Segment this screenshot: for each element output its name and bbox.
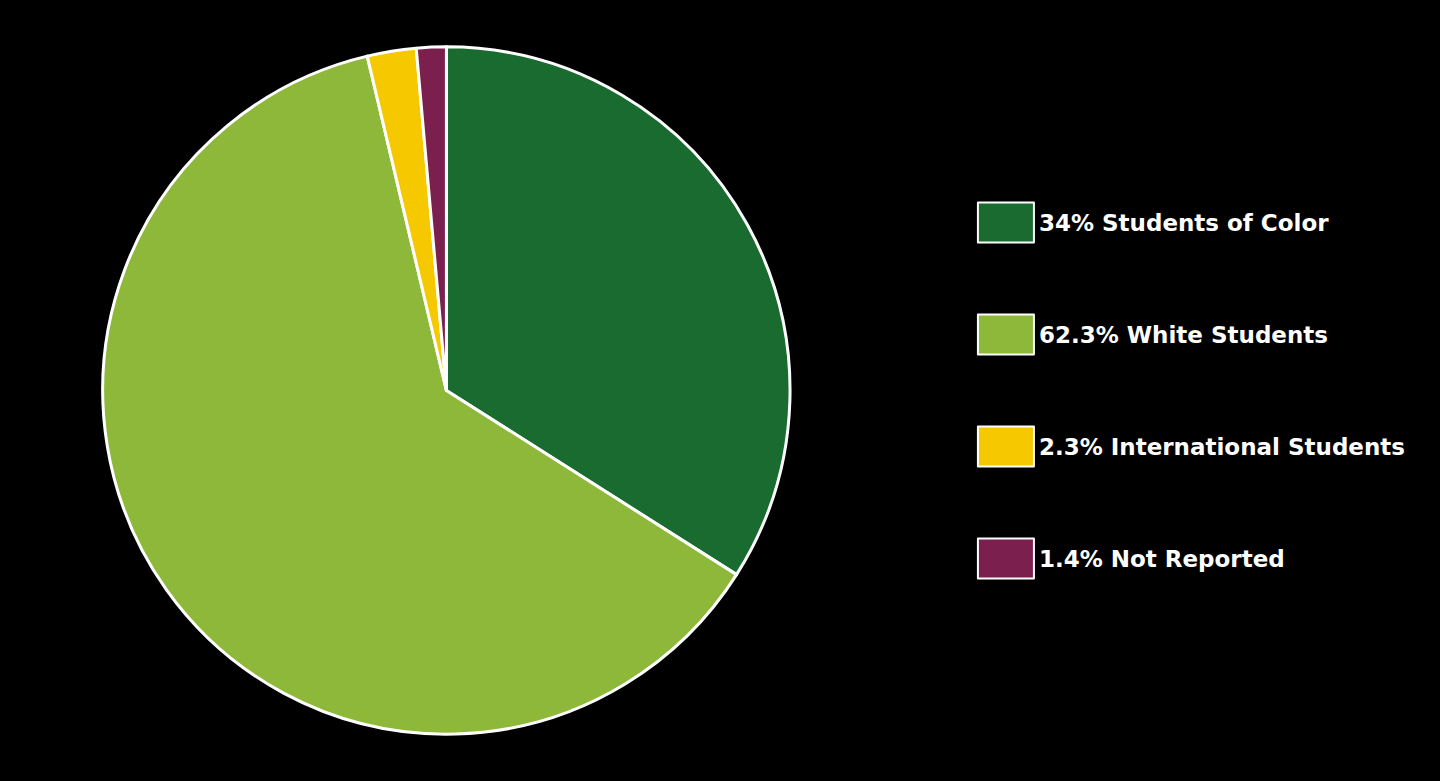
svg-text:34% Students of Color: 34% Students of Color (1039, 210, 1329, 236)
svg-text:1.4% Not Reported: 1.4% Not Reported (1039, 546, 1285, 572)
svg-text:62.3% White Students: 62.3% White Students (1039, 322, 1328, 348)
svg-text:2.3% International Students: 2.3% International Students (1039, 434, 1405, 460)
